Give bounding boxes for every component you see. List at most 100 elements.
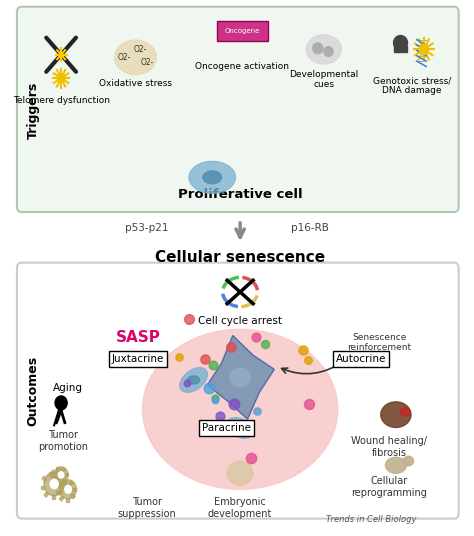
- Circle shape: [44, 472, 64, 496]
- Text: Aging: Aging: [53, 383, 83, 393]
- Bar: [51, 477, 55, 480]
- Bar: [42, 476, 47, 481]
- Bar: [59, 482, 62, 486]
- Text: Juxtacrine: Juxtacrine: [112, 354, 164, 363]
- Circle shape: [58, 472, 64, 478]
- Bar: [64, 480, 66, 484]
- Bar: [54, 480, 58, 486]
- Point: [186, 315, 193, 323]
- Text: Developmental
cues: Developmental cues: [289, 70, 358, 89]
- Text: Oncogene: Oncogene: [225, 28, 260, 34]
- Text: Cellular senescence: Cellular senescence: [155, 250, 325, 265]
- Text: O2-: O2-: [117, 53, 130, 62]
- Text: Senescence
reinforcement: Senescence reinforcement: [347, 333, 412, 352]
- Text: Cellular
reprogramming: Cellular reprogramming: [351, 476, 427, 497]
- Point: [183, 378, 191, 387]
- Point: [175, 353, 183, 362]
- Ellipse shape: [227, 418, 254, 438]
- FancyBboxPatch shape: [17, 263, 459, 519]
- FancyBboxPatch shape: [217, 21, 268, 41]
- Bar: [58, 490, 63, 495]
- Text: Genotoxic stress/
DNA damage: Genotoxic stress/ DNA damage: [373, 76, 451, 95]
- Text: Oxidative stress: Oxidative stress: [99, 79, 172, 88]
- Polygon shape: [207, 336, 274, 419]
- Text: p16-RB: p16-RB: [291, 223, 329, 233]
- Ellipse shape: [115, 40, 156, 75]
- Point: [300, 345, 307, 354]
- Bar: [52, 495, 55, 499]
- Circle shape: [65, 486, 72, 493]
- Point: [201, 355, 209, 363]
- Bar: [57, 483, 62, 488]
- Bar: [61, 467, 65, 473]
- Ellipse shape: [324, 47, 333, 56]
- Point: [261, 339, 268, 348]
- Point: [205, 384, 213, 392]
- Ellipse shape: [203, 171, 221, 184]
- Ellipse shape: [313, 43, 323, 54]
- Circle shape: [60, 480, 76, 499]
- Ellipse shape: [403, 456, 413, 466]
- Point: [227, 343, 235, 351]
- Text: SASP: SASP: [115, 330, 160, 345]
- Text: Trends in Cell Biology: Trends in Cell Biology: [326, 515, 417, 524]
- Point: [209, 361, 217, 369]
- Point: [216, 411, 223, 420]
- Text: Cell cycle arrest: Cell cycle arrest: [198, 316, 282, 326]
- Circle shape: [57, 74, 65, 83]
- Ellipse shape: [381, 402, 411, 427]
- Bar: [56, 491, 60, 494]
- Bar: [72, 488, 76, 491]
- Bar: [51, 470, 56, 475]
- Ellipse shape: [235, 424, 246, 431]
- Circle shape: [54, 467, 68, 483]
- Bar: [71, 494, 75, 499]
- Text: O2-: O2-: [140, 58, 154, 67]
- Text: Wound healing/
fibrosis: Wound healing/ fibrosis: [351, 436, 427, 458]
- Bar: [49, 472, 52, 477]
- Bar: [66, 498, 69, 502]
- Bar: [69, 481, 73, 486]
- Ellipse shape: [385, 457, 406, 473]
- Bar: [60, 482, 64, 486]
- Text: Embryonic
development: Embryonic development: [208, 497, 273, 519]
- Point: [252, 332, 260, 341]
- Text: Triggers: Triggers: [27, 82, 40, 139]
- Bar: [64, 473, 68, 477]
- Text: Paracrine: Paracrine: [201, 423, 251, 433]
- Bar: [63, 478, 67, 483]
- Point: [247, 454, 255, 463]
- Bar: [56, 474, 61, 479]
- Ellipse shape: [306, 35, 341, 64]
- Point: [211, 396, 219, 405]
- Ellipse shape: [228, 461, 253, 485]
- Bar: [44, 492, 49, 497]
- Ellipse shape: [393, 35, 408, 50]
- FancyBboxPatch shape: [17, 7, 459, 212]
- Text: p53-p21: p53-p21: [126, 223, 169, 233]
- Point: [305, 399, 313, 408]
- Text: Oncogene activation: Oncogene activation: [195, 62, 290, 71]
- Ellipse shape: [230, 368, 251, 386]
- Point: [211, 394, 219, 403]
- Bar: [56, 467, 59, 471]
- Text: Tumor
suppression: Tumor suppression: [118, 497, 176, 519]
- Text: Tumor
promotion: Tumor promotion: [38, 430, 89, 452]
- Point: [304, 356, 312, 364]
- Circle shape: [50, 479, 58, 489]
- Bar: [41, 486, 45, 489]
- Point: [253, 407, 261, 415]
- Ellipse shape: [143, 329, 338, 489]
- Ellipse shape: [189, 161, 236, 193]
- Bar: [394, 46, 407, 51]
- Ellipse shape: [401, 408, 410, 416]
- Text: O2-: O2-: [134, 45, 147, 54]
- Point: [230, 400, 237, 408]
- Bar: [59, 496, 64, 501]
- Ellipse shape: [188, 376, 200, 384]
- Circle shape: [55, 396, 67, 410]
- Text: Outcomes: Outcomes: [27, 355, 40, 426]
- Text: Autocrine: Autocrine: [336, 354, 386, 363]
- Text: Telomere dysfunction: Telomere dysfunction: [13, 96, 109, 105]
- Text: Proliferative cell: Proliferative cell: [178, 188, 302, 201]
